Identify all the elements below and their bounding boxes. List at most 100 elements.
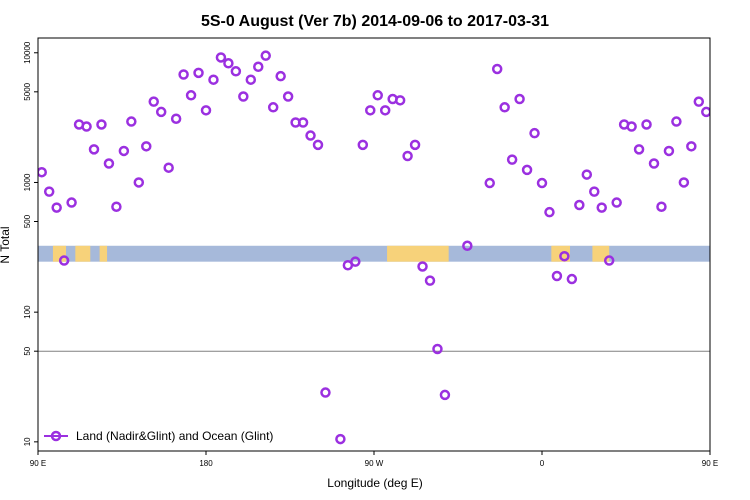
data-point <box>484 177 495 189</box>
data-point <box>671 116 682 127</box>
data-point <box>66 197 77 208</box>
data-point <box>141 141 152 152</box>
legend-point-marker <box>50 430 62 442</box>
data-point <box>596 202 607 213</box>
data-point <box>185 90 197 101</box>
y-axis: 10 50 100 500 1000 5000 10000 <box>23 41 38 446</box>
y-tick-label: 100 <box>23 305 32 319</box>
data-point <box>432 343 443 355</box>
data-point <box>379 105 391 116</box>
data-point <box>58 255 70 266</box>
data-point <box>312 139 324 151</box>
data-point <box>521 164 533 176</box>
y-tick-label: 50 <box>23 346 32 355</box>
data-point <box>589 186 600 197</box>
x-axis: 90 E 180 90 W 0 90 E <box>30 451 718 468</box>
data-point <box>372 90 383 101</box>
legend-label: Land (Nadir&Glint) and Ocean (Glint) <box>76 429 273 443</box>
data-point <box>641 119 652 130</box>
data-point <box>394 95 406 106</box>
data-point <box>88 144 100 155</box>
ocean-band <box>38 245 710 262</box>
data-point <box>417 261 428 272</box>
data-point <box>297 117 309 128</box>
data-point <box>514 93 525 105</box>
data-point <box>402 150 413 162</box>
data-point <box>611 197 622 208</box>
data-point <box>170 113 182 124</box>
data-point <box>200 105 212 116</box>
y-tick-label: 10 <box>23 437 32 446</box>
data-point <box>118 145 130 157</box>
data-points <box>38 50 710 445</box>
data-point <box>529 127 540 139</box>
x-tick-label: 180 <box>199 459 213 468</box>
data-point <box>238 91 249 102</box>
data-point <box>111 201 122 212</box>
data-point <box>559 250 570 262</box>
land-span <box>99 245 108 262</box>
y-axis-label: N Total <box>0 226 12 263</box>
data-point <box>245 74 257 85</box>
y-tick-label: 5000 <box>23 82 32 100</box>
data-point <box>253 61 264 73</box>
data-point <box>603 255 615 266</box>
data-point <box>282 91 294 102</box>
data-point <box>223 58 234 69</box>
data-point <box>320 387 331 398</box>
data-point <box>193 67 204 79</box>
data-point <box>43 186 55 197</box>
data-point <box>155 106 167 118</box>
land-span <box>721 246 732 262</box>
data-point <box>648 158 660 169</box>
land-span <box>75 245 91 262</box>
data-point <box>701 106 710 118</box>
data-point <box>96 119 107 130</box>
x-tick-label: 90 E <box>30 459 46 468</box>
data-point <box>574 199 585 211</box>
data-point <box>51 202 62 213</box>
x-tick-label: 0 <box>540 459 545 468</box>
data-point <box>335 433 346 445</box>
data-point <box>581 169 593 180</box>
land-ocean-band <box>38 245 750 262</box>
land-span <box>736 246 750 262</box>
data-point <box>208 74 219 85</box>
data-point <box>566 273 578 285</box>
x-axis-label: Longitude (deg E) <box>327 476 422 490</box>
data-point <box>267 102 279 113</box>
data-point <box>163 162 174 173</box>
data-point <box>103 158 115 169</box>
data-point <box>350 256 361 267</box>
data-point <box>686 141 697 152</box>
data-point <box>506 154 518 165</box>
data-point <box>678 177 690 188</box>
y-tick-label: 500 <box>23 214 32 228</box>
data-point <box>133 177 145 188</box>
data-point <box>409 139 421 151</box>
data-point <box>499 102 510 113</box>
data-point <box>462 240 473 252</box>
data-point <box>656 201 667 212</box>
data-point <box>81 121 92 132</box>
data-point <box>178 69 189 80</box>
y-tick-label: 1000 <box>23 173 32 191</box>
data-point <box>126 116 137 127</box>
data-point <box>633 144 645 155</box>
data-point <box>260 50 271 61</box>
data-point <box>424 275 436 286</box>
data-point <box>38 166 47 178</box>
data-point <box>693 96 705 107</box>
data-point <box>439 389 451 401</box>
data-point <box>357 139 369 151</box>
data-point <box>551 270 563 282</box>
data-point <box>230 66 242 77</box>
data-point <box>536 177 548 189</box>
x-tick-label: 90 E <box>702 459 718 468</box>
data-point <box>275 70 286 82</box>
x-tick-label: 90 W <box>365 459 384 468</box>
data-point <box>663 145 675 157</box>
data-point <box>491 63 503 75</box>
data-point <box>305 130 316 141</box>
